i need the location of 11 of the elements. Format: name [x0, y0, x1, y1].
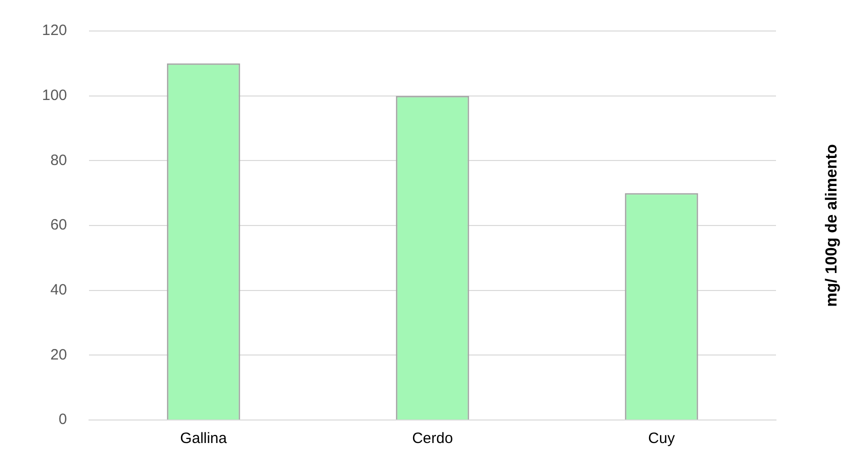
x-tick-label: Cerdo — [412, 430, 453, 448]
y-tick-label: 40 — [50, 281, 68, 298]
x-tick-label: Gallina — [180, 430, 228, 448]
y-tick-label: 60 — [50, 216, 68, 234]
y-tick-label: 20 — [50, 346, 68, 364]
y-tick-label: 80 — [50, 152, 68, 169]
y-axis-title: mg/ 100g de alimento — [823, 144, 840, 307]
y-tick-label: 100 — [42, 86, 68, 104]
x-tick-label: Cuy — [648, 430, 676, 448]
y-tick-label: 120 — [42, 22, 68, 40]
y-tick-label: 0 — [58, 411, 68, 428]
